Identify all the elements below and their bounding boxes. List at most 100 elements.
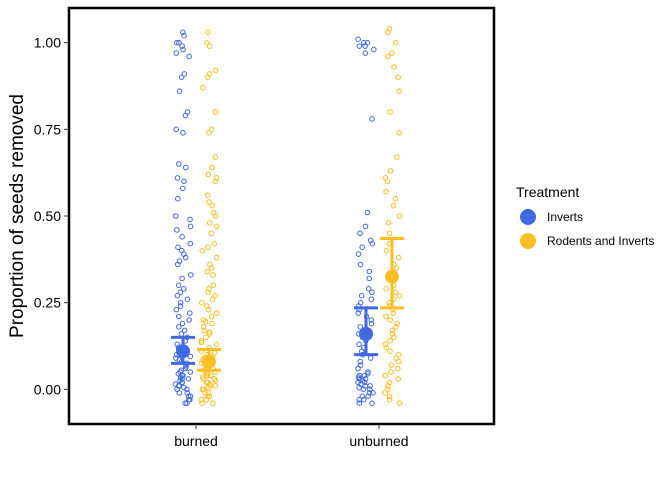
data-point — [355, 251, 362, 257]
data-point — [182, 400, 188, 407]
data-point — [185, 393, 192, 400]
data-point — [362, 50, 369, 56]
data-point — [206, 286, 212, 292]
data-point — [355, 374, 362, 381]
data-point — [209, 320, 215, 327]
data-point — [384, 53, 391, 60]
data-point — [396, 400, 403, 407]
data-point — [396, 130, 402, 136]
data-point — [188, 272, 194, 278]
data-point — [396, 358, 402, 365]
data-point — [382, 390, 388, 396]
data-point — [173, 213, 179, 219]
data-point — [386, 230, 393, 237]
data-point — [393, 265, 400, 271]
data-point — [393, 355, 399, 361]
data-point — [174, 341, 180, 348]
data-point — [357, 358, 364, 365]
data-point — [180, 29, 186, 36]
mean-point — [385, 269, 399, 284]
data-point — [213, 175, 220, 181]
data-point — [212, 213, 219, 219]
y-axis: 0.00 0.25 0.50 0.75 1.00 — [34, 35, 69, 397]
data-point — [394, 154, 400, 160]
data-point — [214, 310, 220, 316]
data-point — [177, 289, 184, 296]
data-point — [207, 381, 213, 387]
data-point — [182, 254, 189, 261]
legend-key — [520, 233, 536, 249]
data-point — [355, 379, 361, 386]
y-axis-title: Proportion of seeds removed — [7, 94, 28, 338]
y-tick-label: 0.25 — [34, 295, 61, 311]
data-point — [394, 320, 401, 327]
data-point — [383, 344, 390, 351]
mean-point — [359, 326, 373, 341]
data-point — [210, 272, 216, 278]
data-point — [387, 109, 393, 115]
data-point — [209, 164, 215, 171]
data-point — [175, 195, 181, 202]
data-point — [181, 286, 187, 292]
data-point — [205, 306, 212, 313]
data-point — [213, 341, 220, 348]
data-point — [176, 390, 183, 396]
data-point — [366, 390, 373, 396]
legend: Treatment Inverts Rodents and Inverts — [516, 184, 654, 249]
data-point — [206, 199, 212, 205]
data-point — [213, 254, 220, 261]
data-point — [176, 324, 182, 330]
data-point — [181, 384, 187, 391]
data-point — [206, 220, 213, 226]
data-point — [198, 396, 205, 403]
data-point — [209, 296, 216, 303]
data-point — [201, 327, 207, 334]
data-point — [212, 178, 218, 185]
data-point — [206, 390, 212, 396]
data-point — [173, 126, 179, 133]
data-point — [387, 317, 394, 323]
data-point — [209, 202, 215, 209]
data-point — [184, 386, 190, 393]
data-point — [396, 292, 403, 299]
data-point — [179, 275, 185, 282]
data-point — [187, 310, 193, 316]
data-point — [214, 223, 220, 230]
data-point — [176, 39, 182, 46]
data-point — [206, 43, 213, 49]
data-point — [367, 386, 373, 393]
data-point — [370, 390, 376, 396]
data-point — [208, 265, 215, 271]
data-point — [362, 43, 368, 49]
data-point — [184, 390, 191, 396]
data-point — [387, 338, 393, 344]
data-point — [177, 303, 184, 309]
data-point — [368, 296, 375, 303]
data-point — [176, 161, 182, 167]
data-point — [179, 234, 185, 240]
data-point — [362, 223, 369, 230]
data-point — [356, 400, 363, 407]
data-point — [382, 341, 389, 348]
data-point — [200, 324, 207, 330]
x-tick-label: burned — [174, 433, 218, 449]
data-point — [208, 313, 215, 320]
data-point — [175, 282, 182, 289]
summary-layer — [171, 237, 404, 372]
data-point — [360, 377, 366, 384]
data-point — [206, 329, 213, 335]
data-point — [174, 175, 181, 181]
data-point — [178, 331, 185, 337]
data-point — [356, 341, 362, 348]
data-point — [369, 400, 375, 407]
data-point — [199, 299, 205, 306]
data-point — [390, 202, 397, 209]
data-point — [391, 64, 397, 70]
legend-title: Treatment — [516, 184, 579, 200]
data-point — [181, 32, 187, 39]
data-point — [198, 339, 205, 346]
y-tick-label: 1.00 — [34, 35, 61, 51]
data-point — [177, 299, 184, 306]
data-point — [199, 400, 205, 407]
